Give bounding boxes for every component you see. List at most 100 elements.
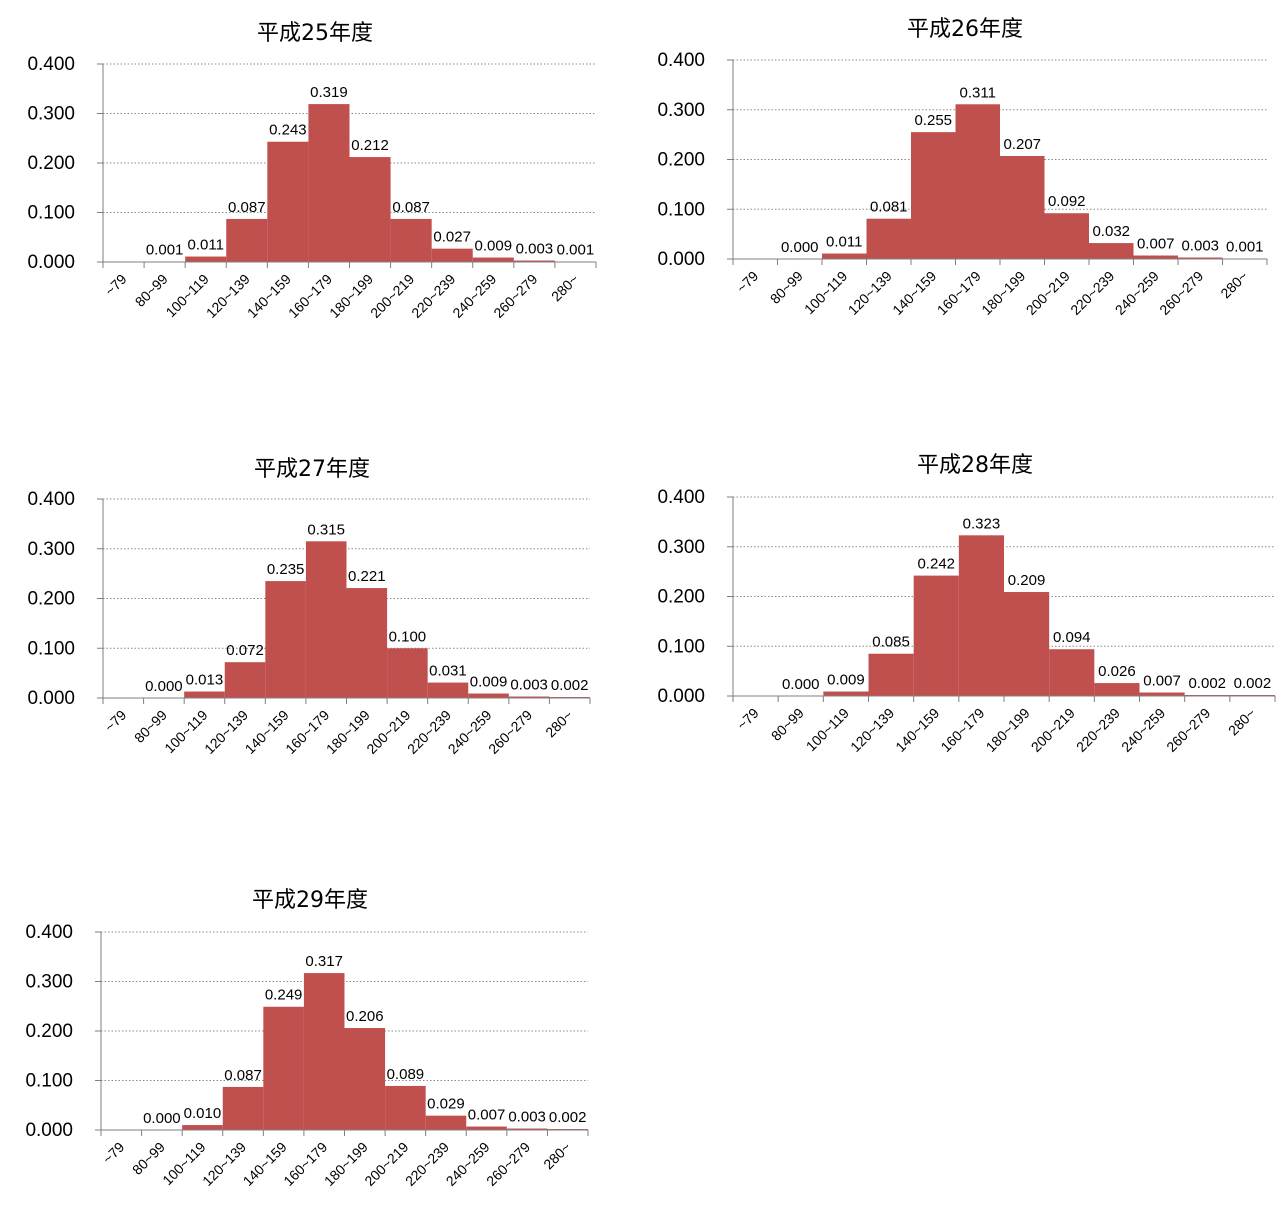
x-tick-label: ~79 <box>734 705 762 733</box>
y-tick-label: 0.400 <box>657 487 705 508</box>
bar <box>913 575 959 696</box>
x-tick-label: 220~239 <box>1073 705 1123 755</box>
x-tick-label: 120~139 <box>847 705 897 755</box>
data-label: 0.001 <box>557 242 595 259</box>
x-tick-label: 280~ <box>1225 705 1259 739</box>
bar <box>431 248 473 262</box>
x-tick-label: 200~219 <box>363 707 413 757</box>
data-label: 0.029 <box>427 1096 465 1113</box>
chart-h29: 平成29年度 0.000 0.100 0.200 0.300 0.400 ~79 80~99 1… <box>0 872 630 1218</box>
y-tick-label: 0.000 <box>657 249 705 270</box>
bar <box>425 1115 467 1130</box>
data-label: 0.000 <box>782 676 820 693</box>
chart-h26: 平成26年度 0.000 0.100 0.200 0.300 0.400 ~79 80~99 1… <box>630 0 1287 340</box>
data-label: 0.009 <box>827 672 865 689</box>
bar <box>222 1086 264 1130</box>
bar <box>868 653 914 696</box>
y-tick-label: 0.000 <box>25 1120 73 1141</box>
data-label: 0.207 <box>1003 136 1041 153</box>
bar <box>1004 592 1050 696</box>
x-tick-label: 280~ <box>548 271 582 305</box>
bar <box>466 1126 507 1130</box>
bar <box>305 541 347 698</box>
data-label: 0.072 <box>226 642 264 659</box>
data-label: 0.013 <box>186 672 224 689</box>
x-tick-label: 260~279 <box>485 707 535 757</box>
x-tick-label: 160~179 <box>937 705 987 755</box>
x-tick-label: 240~259 <box>443 1139 493 1189</box>
x-tick-label: 280~ <box>540 1139 574 1173</box>
x-tick-label: 240~259 <box>445 707 495 757</box>
bar <box>182 1125 223 1130</box>
data-label: 0.011 <box>826 234 862 251</box>
y-tick-label: 0.300 <box>27 104 75 125</box>
data-label: 0.031 <box>429 663 467 680</box>
bar <box>185 256 227 262</box>
y-tick-label: 0.000 <box>27 688 75 709</box>
x-tick-label: 180~199 <box>978 268 1028 318</box>
x-tick-label: ~79 <box>733 268 761 296</box>
data-label: 0.085 <box>872 634 910 651</box>
data-label: 0.087 <box>228 199 266 216</box>
chart-title: 平成29年度 <box>252 888 368 913</box>
y-tick-label: 0.400 <box>27 54 75 75</box>
bar <box>224 662 266 698</box>
y-tick-label: 0.400 <box>25 922 73 943</box>
bar <box>1000 156 1045 259</box>
bar <box>1094 683 1140 696</box>
data-label: 0.315 <box>307 521 345 538</box>
data-label: 0.000 <box>143 1110 181 1127</box>
data-label: 0.011 <box>187 237 223 254</box>
bar <box>468 693 509 698</box>
data-label: 0.009 <box>475 238 513 255</box>
bar <box>955 104 1000 259</box>
y-tick-label: 0.300 <box>657 537 705 558</box>
x-tick-label: 200~219 <box>1028 705 1078 755</box>
data-label: 0.007 <box>468 1107 506 1124</box>
x-tick-label: 260~279 <box>483 1139 533 1189</box>
y-tick-label: 0.100 <box>27 638 75 659</box>
data-label: 0.323 <box>963 515 1001 532</box>
x-tick-label: 100~119 <box>803 705 853 755</box>
y-tick-label: 0.200 <box>27 589 75 610</box>
bar <box>1133 255 1178 259</box>
bar <box>1089 243 1134 259</box>
data-label: 0.087 <box>224 1067 262 1084</box>
y-tick-label: 0.200 <box>657 587 705 608</box>
x-tick-label: 80~99 <box>768 705 807 744</box>
y-tick-label: 0.400 <box>657 50 705 71</box>
x-tick-label: 140~159 <box>244 271 294 321</box>
x-tick-label: 280~ <box>542 707 576 741</box>
x-tick-label: 160~179 <box>934 268 984 318</box>
bar <box>390 218 432 262</box>
chart-title: 平成26年度 <box>907 17 1023 42</box>
x-tick-label: 220~239 <box>1067 268 1117 318</box>
chart-h25: 平成25年度 0.000 0.100 0.200 0.300 0.400 ~79 80~99 1… <box>0 0 630 340</box>
data-label: 0.319 <box>310 84 348 101</box>
bar <box>1049 649 1095 696</box>
bar <box>822 253 867 259</box>
bar <box>385 1085 426 1130</box>
y-tick-label: 0.200 <box>25 1021 73 1042</box>
y-tick-label: 0.000 <box>657 686 705 707</box>
y-tick-label: 0.300 <box>657 100 705 121</box>
data-label: 0.000 <box>145 678 183 695</box>
data-label: 0.235 <box>267 561 305 578</box>
bar <box>267 141 309 262</box>
bar <box>346 588 388 698</box>
x-tick-label: 260~279 <box>1156 268 1206 318</box>
y-tick-label: 0.400 <box>27 489 75 510</box>
bar <box>1044 213 1089 259</box>
data-label: 0.092 <box>1048 193 1086 210</box>
y-tick-label: 0.100 <box>25 1071 73 1092</box>
data-label: 0.002 <box>1234 675 1272 692</box>
data-label: 0.317 <box>305 953 343 970</box>
data-label: 0.081 <box>870 199 908 216</box>
chart-h28: 平成28年度 0.000 0.100 0.200 0.300 0.400 ~79 80~99 1… <box>630 440 1287 790</box>
x-tick-label: 260~279 <box>490 271 540 321</box>
x-tick-label: 140~159 <box>242 707 292 757</box>
x-tick-label: 200~219 <box>367 271 417 321</box>
data-label: 0.003 <box>508 1109 546 1126</box>
y-tick-label: 0.200 <box>657 150 705 171</box>
bar <box>387 648 428 698</box>
